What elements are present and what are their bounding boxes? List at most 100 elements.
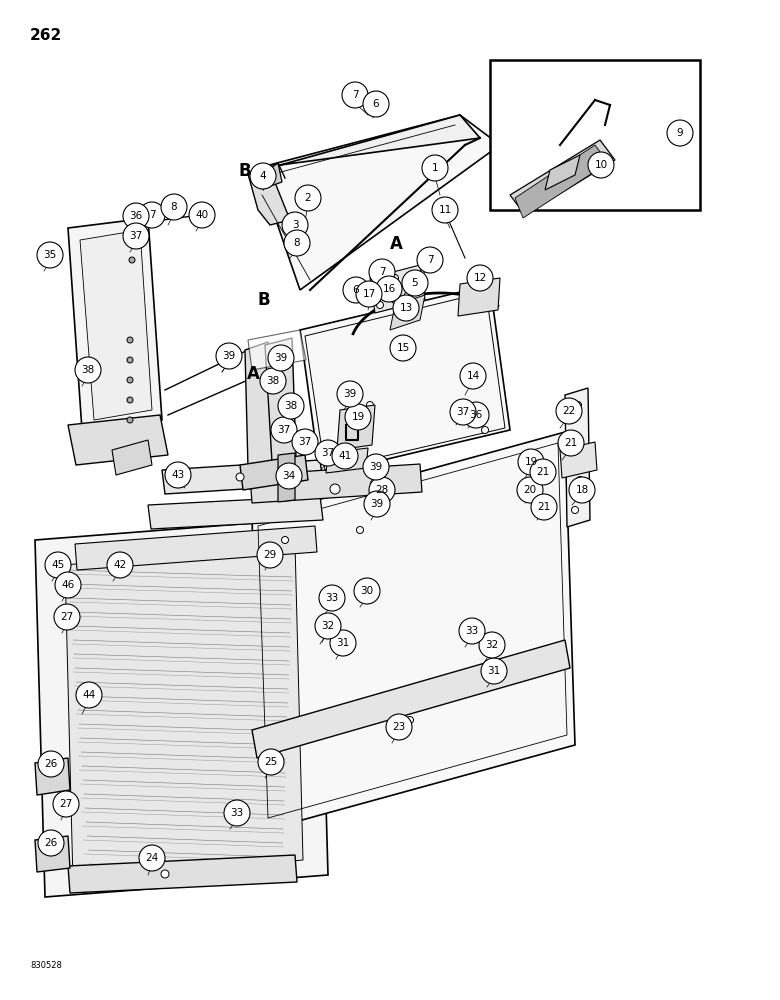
Circle shape bbox=[189, 202, 215, 228]
Circle shape bbox=[432, 197, 458, 223]
Text: 37: 37 bbox=[278, 425, 291, 435]
Polygon shape bbox=[35, 758, 70, 795]
Text: 36: 36 bbox=[129, 211, 143, 221]
Circle shape bbox=[572, 506, 579, 514]
Circle shape bbox=[376, 276, 402, 302]
Text: 5: 5 bbox=[412, 278, 418, 288]
Circle shape bbox=[369, 259, 395, 285]
Text: 39: 39 bbox=[370, 462, 383, 472]
Polygon shape bbox=[162, 460, 323, 494]
Polygon shape bbox=[326, 448, 368, 473]
Polygon shape bbox=[258, 163, 282, 189]
Circle shape bbox=[236, 473, 244, 481]
Circle shape bbox=[257, 542, 283, 568]
Circle shape bbox=[54, 604, 80, 630]
Polygon shape bbox=[250, 464, 422, 503]
Text: 17: 17 bbox=[363, 289, 376, 299]
Polygon shape bbox=[390, 295, 425, 330]
Circle shape bbox=[393, 295, 419, 321]
Circle shape bbox=[271, 417, 297, 443]
Text: 6: 6 bbox=[373, 99, 379, 109]
Text: 8: 8 bbox=[171, 202, 177, 212]
Circle shape bbox=[367, 401, 374, 408]
Polygon shape bbox=[458, 278, 500, 316]
Text: 14: 14 bbox=[466, 371, 480, 381]
Text: B: B bbox=[257, 291, 271, 309]
Circle shape bbox=[569, 477, 595, 503]
Circle shape bbox=[165, 462, 191, 488]
Polygon shape bbox=[370, 265, 425, 313]
Polygon shape bbox=[252, 640, 570, 758]
Circle shape bbox=[392, 296, 399, 304]
Text: 1: 1 bbox=[431, 163, 438, 173]
Circle shape bbox=[497, 664, 504, 672]
Circle shape bbox=[377, 279, 384, 286]
Circle shape bbox=[260, 368, 286, 394]
Circle shape bbox=[459, 618, 485, 644]
Text: 21: 21 bbox=[537, 467, 550, 477]
Circle shape bbox=[588, 152, 614, 178]
Circle shape bbox=[129, 257, 135, 263]
Circle shape bbox=[38, 751, 64, 777]
Polygon shape bbox=[265, 338, 296, 462]
Polygon shape bbox=[545, 155, 580, 190]
Text: 37: 37 bbox=[299, 437, 312, 447]
Text: 22: 22 bbox=[562, 406, 576, 416]
Polygon shape bbox=[258, 115, 500, 290]
Circle shape bbox=[345, 404, 371, 430]
Circle shape bbox=[38, 830, 64, 856]
Text: 18: 18 bbox=[576, 485, 589, 495]
Polygon shape bbox=[68, 415, 168, 465]
Circle shape bbox=[558, 430, 584, 456]
Polygon shape bbox=[35, 836, 70, 872]
Text: 42: 42 bbox=[113, 560, 126, 570]
Text: 27: 27 bbox=[60, 612, 73, 622]
Circle shape bbox=[139, 202, 165, 228]
Circle shape bbox=[278, 393, 304, 419]
Circle shape bbox=[139, 845, 165, 871]
Text: 12: 12 bbox=[473, 273, 487, 283]
Circle shape bbox=[332, 443, 358, 469]
Circle shape bbox=[224, 800, 250, 826]
Text: 19: 19 bbox=[524, 457, 537, 467]
Circle shape bbox=[402, 270, 428, 296]
Circle shape bbox=[517, 477, 543, 503]
Circle shape bbox=[315, 440, 341, 466]
Polygon shape bbox=[80, 230, 152, 420]
Circle shape bbox=[575, 401, 582, 408]
Circle shape bbox=[276, 463, 302, 489]
Text: 33: 33 bbox=[466, 626, 479, 636]
Circle shape bbox=[481, 426, 488, 434]
Text: 21: 21 bbox=[537, 502, 551, 512]
Text: 37: 37 bbox=[321, 448, 335, 458]
Text: 38: 38 bbox=[81, 365, 94, 375]
Circle shape bbox=[390, 335, 416, 361]
Circle shape bbox=[330, 630, 356, 656]
Text: B: B bbox=[239, 162, 251, 180]
Polygon shape bbox=[75, 526, 317, 570]
Circle shape bbox=[477, 412, 484, 418]
Polygon shape bbox=[510, 140, 615, 215]
Circle shape bbox=[249, 171, 259, 181]
Circle shape bbox=[127, 357, 133, 363]
Circle shape bbox=[364, 491, 390, 517]
Text: 46: 46 bbox=[62, 580, 75, 590]
Circle shape bbox=[75, 357, 101, 383]
Circle shape bbox=[76, 682, 102, 708]
Text: 20: 20 bbox=[523, 485, 537, 495]
Circle shape bbox=[356, 526, 363, 534]
Circle shape bbox=[377, 302, 384, 308]
Circle shape bbox=[55, 572, 81, 598]
Text: 24: 24 bbox=[145, 853, 158, 863]
Circle shape bbox=[406, 716, 413, 724]
Text: A: A bbox=[246, 365, 260, 383]
Circle shape bbox=[292, 429, 318, 455]
Text: 13: 13 bbox=[399, 303, 413, 313]
Bar bbox=[490, 60, 700, 210]
Text: 830528: 830528 bbox=[30, 961, 62, 970]
Polygon shape bbox=[560, 442, 597, 478]
Circle shape bbox=[295, 185, 321, 211]
Text: 29: 29 bbox=[264, 550, 277, 560]
Text: 45: 45 bbox=[51, 560, 65, 570]
Polygon shape bbox=[515, 145, 608, 218]
